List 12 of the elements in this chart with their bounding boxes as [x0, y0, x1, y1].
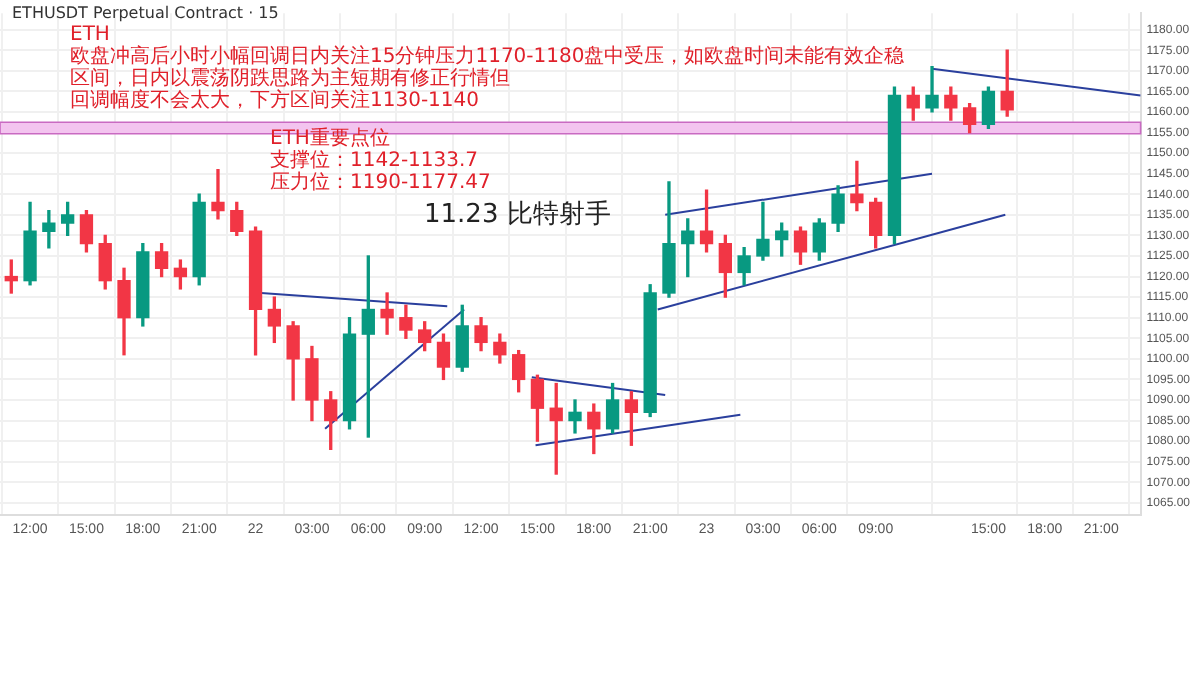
candlestick	[211, 168, 225, 220]
candlestick	[380, 292, 394, 335]
annotation: 回调幅度不会太大，下方区间关注1130-1140	[70, 90, 482, 112]
annotation: 支撑位：1142-1133.7	[270, 150, 481, 172]
annotation: 11.23 比特射手	[424, 200, 613, 230]
chart-title: ETHUSDT Perpetual Contract · 15	[12, 4, 279, 22]
candlestick	[568, 399, 582, 434]
candlestick	[850, 160, 864, 212]
annotation: ETH	[70, 24, 111, 46]
annotation: ETH重要点位	[270, 128, 392, 150]
annotation: 压力位：1190-1177.47	[270, 172, 493, 194]
annotation: 欧盘冲高后小时小幅回调日内关注15分钟压力1170-1180盘中受压，如欧盘时间未能有效企稳区间，日内以震荡阴跌思路为主短期有修正行情但	[70, 46, 907, 90]
